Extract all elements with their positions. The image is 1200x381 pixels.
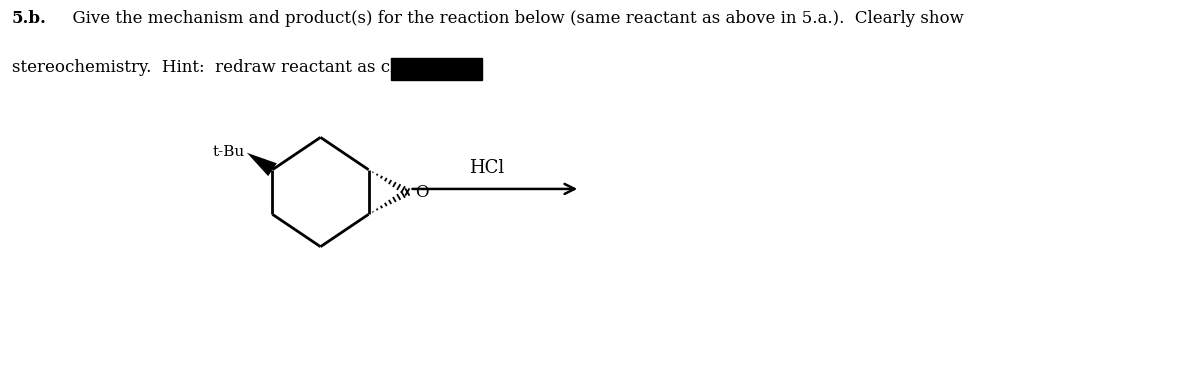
Polygon shape [247,153,277,176]
Text: HCl: HCl [469,159,505,177]
Text: stereochemistry.  Hint:  redraw reactant as chair.: stereochemistry. Hint: redraw reactant a… [12,59,427,76]
Text: Give the mechanism and product(s) for the reaction below (same reactant as above: Give the mechanism and product(s) for th… [62,10,965,27]
Text: 5.b.: 5.b. [12,10,47,27]
Text: O: O [415,184,428,200]
Text: t-Bu: t-Bu [212,145,245,159]
